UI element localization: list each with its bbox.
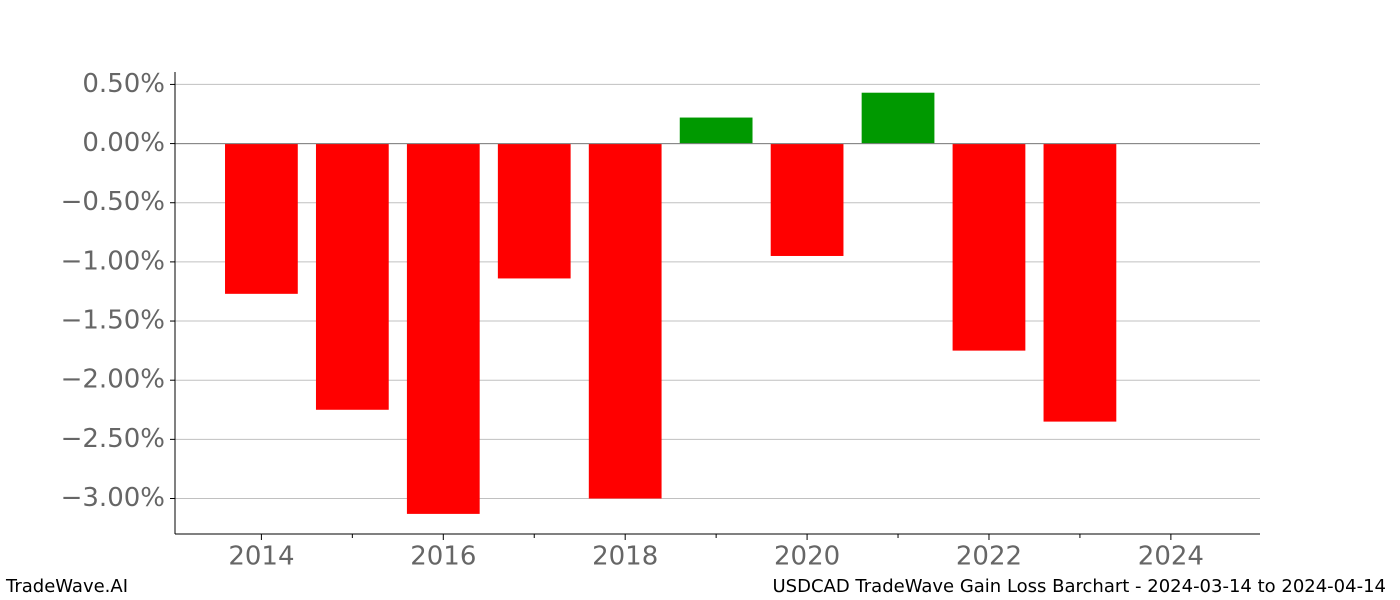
bar xyxy=(588,143,662,499)
y-tick-label: −0.50% xyxy=(61,187,165,217)
y-tick-label: −1.50% xyxy=(61,306,165,336)
bar xyxy=(861,92,935,144)
y-tick-label: −1.00% xyxy=(61,246,165,276)
bar xyxy=(1043,143,1117,422)
bar xyxy=(952,143,1026,351)
bar xyxy=(497,143,571,279)
y-tick-label: 0.00% xyxy=(82,128,165,158)
bar xyxy=(679,117,753,144)
y-tick-label: 0.50% xyxy=(82,69,165,99)
y-tick-label: −2.50% xyxy=(61,424,165,454)
x-tick-label: 2024 xyxy=(1138,542,1204,572)
x-tick-label: 2020 xyxy=(774,542,840,572)
x-tick-label: 2014 xyxy=(228,542,294,572)
y-tick-label: −3.00% xyxy=(61,483,165,513)
y-tick-label: −2.00% xyxy=(61,365,165,395)
chart-title: USDCAD TradeWave Gain Loss Barchart - 20… xyxy=(773,576,1387,597)
x-tick-label: 2018 xyxy=(592,542,658,572)
bar xyxy=(225,143,298,294)
bar xyxy=(770,143,844,256)
bar xyxy=(315,143,389,410)
x-tick-label: 2016 xyxy=(410,542,476,572)
x-tick-label: 2022 xyxy=(956,542,1022,572)
source-label: TradeWave.AI xyxy=(5,576,128,597)
bar xyxy=(406,143,480,514)
